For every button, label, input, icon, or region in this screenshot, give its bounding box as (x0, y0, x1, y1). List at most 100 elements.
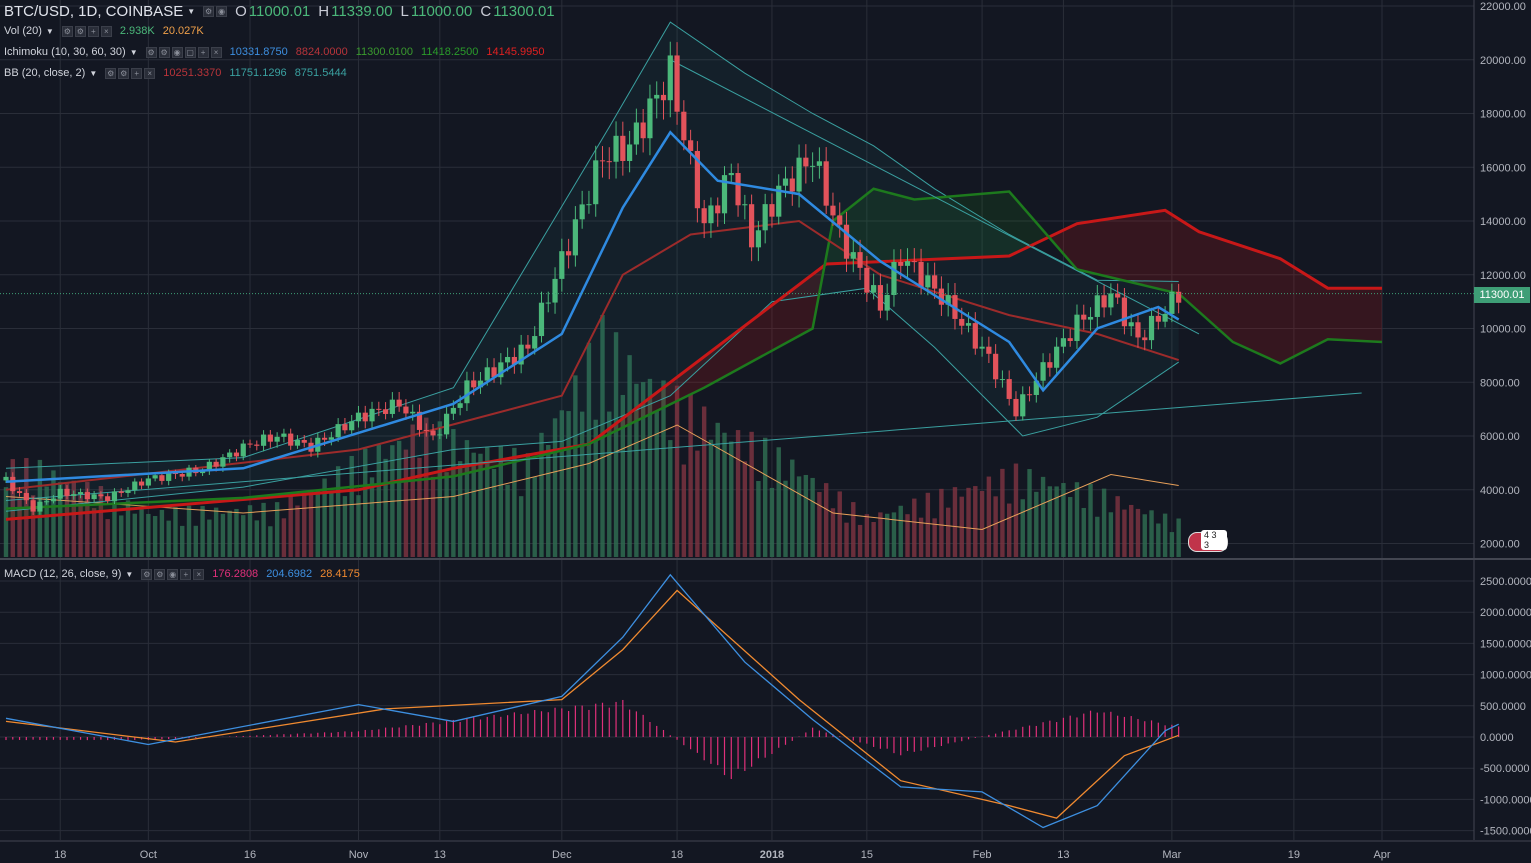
candle-body (1101, 295, 1107, 308)
volume-bar (295, 505, 300, 557)
candle-body (566, 251, 572, 256)
candle-body (749, 204, 755, 248)
candle-body (911, 261, 917, 263)
close-value: 11300.01 (493, 3, 555, 20)
volume-bar (1013, 463, 1019, 557)
time-axis-label: 2018 (760, 849, 784, 861)
macd-line (5, 573, 1179, 829)
volume-bar (1169, 532, 1175, 557)
candle-body (403, 406, 409, 414)
plus-icon[interactable]: + (87, 25, 99, 37)
macd-indicator-title[interactable]: MACD (12, 26, close, 9) (4, 568, 122, 580)
volume-bar (945, 507, 951, 557)
gear-icon[interactable]: ⚙ (74, 25, 86, 37)
ichimoku-indicator-title[interactable]: Ichimoku (10, 30, 60, 30) (4, 46, 126, 58)
vol-value: 20.027K (162, 25, 204, 37)
candle-body (342, 424, 348, 431)
settings-icon[interactable]: ⚙ (203, 6, 215, 17)
candle-body (23, 493, 29, 501)
bollinger-dropdown-icon[interactable]: ▼ (89, 68, 98, 78)
candle-body (782, 178, 789, 186)
source-icon[interactable]: ▢ (184, 46, 196, 58)
volume-bar (451, 429, 456, 557)
volume-bar (1176, 518, 1181, 557)
trend-line (5, 392, 1362, 502)
volume-bar (241, 515, 246, 557)
candle-body (613, 135, 619, 162)
symbol-dropdown-icon[interactable]: ▼ (187, 7, 196, 16)
candle-body (1142, 337, 1148, 341)
settings-icon[interactable]: ⚙ (105, 67, 117, 79)
candle-body (932, 275, 938, 289)
close-icon[interactable]: × (193, 568, 205, 580)
plus-icon[interactable]: + (131, 67, 143, 79)
close-icon[interactable]: × (100, 25, 112, 37)
ichimoku-dropdown-icon[interactable]: ▼ (129, 47, 138, 57)
volume-bar (403, 449, 409, 557)
hide-icon[interactable]: ◉ (216, 6, 228, 17)
settings-icon[interactable]: ⚙ (141, 568, 153, 580)
volume-values: 2.938K 20.027K (120, 25, 212, 37)
candle-body (57, 488, 63, 499)
candle-body (586, 204, 592, 206)
candle-body (464, 380, 470, 404)
candle-body (430, 430, 436, 436)
gear-icon[interactable]: ⚙ (158, 46, 170, 58)
volume-dropdown-icon[interactable]: ▼ (45, 26, 54, 36)
candle-body (579, 204, 585, 220)
candle-body (138, 481, 145, 486)
candle-body (274, 436, 280, 442)
bollinger-indicator-title[interactable]: BB (20, close, 2) (4, 67, 86, 79)
volume-indicator-title[interactable]: Vol (20) (4, 25, 42, 37)
volume-bar (871, 521, 876, 557)
close-icon[interactable]: × (210, 46, 222, 58)
volume-bar (498, 445, 504, 557)
volume-bar (566, 411, 571, 557)
volume-bar (213, 507, 219, 557)
candle-body (606, 161, 612, 163)
plus-icon[interactable]: + (197, 46, 209, 58)
candle-body (559, 251, 565, 279)
candle-body (145, 478, 151, 486)
time-axis-label: 13 (1057, 849, 1069, 861)
volume-bar (308, 491, 314, 557)
candle-body (667, 55, 673, 101)
candle-body (986, 346, 992, 354)
high-value: 11339.00 (331, 3, 393, 20)
hide-icon[interactable]: ◉ (167, 568, 179, 580)
volume-bar (735, 430, 741, 557)
candle-body (118, 491, 124, 493)
gear-icon[interactable]: ⚙ (118, 67, 130, 79)
candle-body (443, 413, 450, 435)
settings-icon[interactable]: ⚙ (61, 25, 73, 37)
price-axis-label: 16000.00 (1480, 162, 1526, 174)
volume-bar (837, 491, 842, 557)
economic-event-flag-icon[interactable]: 4 3 3 (1188, 530, 1228, 552)
candle-body (620, 135, 626, 161)
gear-icon[interactable]: ⚙ (154, 568, 166, 580)
candle-body (1176, 291, 1182, 303)
open-value: 11000.01 (248, 3, 311, 20)
candle-body (491, 367, 497, 378)
hide-icon[interactable]: ◉ (171, 46, 183, 58)
candle-body (349, 421, 355, 431)
volume-bar (708, 439, 714, 557)
plus-icon[interactable]: + (180, 568, 192, 580)
candle-body (159, 475, 165, 481)
candle-body (525, 344, 531, 349)
candle-body (376, 408, 382, 410)
symbol-title[interactable]: BTC/USD, 1D, COINBASE (4, 3, 184, 20)
volume-bar (756, 480, 761, 557)
volume-bar (857, 524, 863, 557)
macd-axis-label: -1500.0000 (1480, 826, 1531, 838)
settings-icon[interactable]: ⚙ (145, 46, 157, 58)
candle-body (423, 429, 429, 431)
macd-dropdown-icon[interactable]: ▼ (125, 569, 134, 579)
time-axis-label: Dec (552, 849, 572, 861)
candle-body (233, 452, 240, 457)
macd-value: 28.4175 (320, 568, 360, 580)
volume-bar (817, 492, 822, 557)
volume-bar (1095, 516, 1100, 557)
close-icon[interactable]: × (144, 67, 156, 79)
